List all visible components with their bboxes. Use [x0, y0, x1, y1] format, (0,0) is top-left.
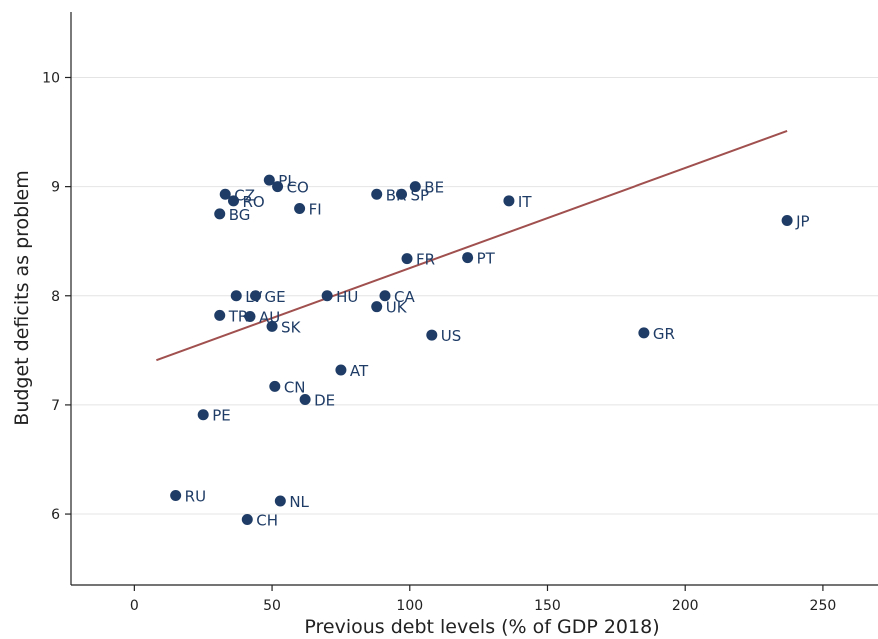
data-point-label: CH — [256, 512, 278, 530]
data-point-label: FI — [309, 200, 322, 218]
data-point-label: GR — [653, 325, 675, 343]
y-tick-label: 9 — [51, 180, 60, 196]
data-point-label: CO — [287, 179, 309, 197]
data-point — [219, 188, 231, 200]
data-point-label: AT — [350, 362, 369, 380]
data-point-label: IT — [518, 193, 532, 211]
data-point — [426, 329, 438, 341]
data-point-label: PE — [212, 407, 231, 425]
data-point-label: TR — [228, 307, 249, 325]
data-point — [396, 188, 408, 200]
data-point — [230, 290, 242, 302]
data-point — [409, 181, 421, 193]
data-point — [299, 393, 311, 405]
data-point-label: GE — [265, 288, 286, 306]
axes — [70, 12, 878, 586]
fit-line-group — [156, 130, 788, 362]
data-point — [241, 514, 253, 526]
data-point-label: BE — [424, 179, 444, 197]
data-point — [274, 495, 286, 507]
data-point-label: CA — [394, 288, 415, 306]
data-point-label: BG — [229, 206, 251, 224]
data-point-label: UK — [386, 299, 408, 317]
data-point — [228, 195, 240, 207]
data-point — [170, 490, 182, 502]
data-point — [214, 208, 226, 220]
y-tick-label: 8 — [51, 289, 60, 305]
data-point — [269, 380, 281, 392]
x-tick-label: 0 — [130, 598, 139, 614]
data-point — [503, 195, 515, 207]
data-point — [638, 327, 650, 339]
y-axis-title: Budget deficits as problem — [11, 170, 33, 425]
x-tick-label: 50 — [263, 598, 281, 614]
data-point-label: FR — [416, 251, 435, 269]
data-point — [371, 301, 383, 313]
data-point — [371, 188, 383, 200]
data-point-label: JP — [795, 212, 809, 230]
x-axis-title: Previous debt levels (% of GDP 2018) — [304, 616, 659, 638]
data-point-label: DE — [314, 391, 335, 409]
data-point-label: CZ — [234, 186, 255, 204]
data-point — [379, 290, 391, 302]
data-point — [250, 290, 262, 302]
data-point — [197, 409, 209, 421]
data-point-label: PT — [477, 250, 496, 268]
y-tick-label: 10 — [42, 70, 60, 86]
data-point-label: HU — [336, 288, 358, 306]
data-point-label: SK — [281, 318, 302, 336]
data-point — [335, 364, 347, 376]
data-point-label: NL — [289, 493, 309, 511]
x-tick-label: 150 — [534, 598, 561, 614]
data-points: PLCOCZROBGFIBRSPBEITJPFRPTLVGEHUCAUKTRAU… — [170, 172, 810, 530]
data-point-label: CN — [284, 378, 306, 396]
data-point — [263, 174, 275, 186]
data-point — [781, 214, 793, 226]
data-point — [266, 320, 278, 332]
data-point — [401, 253, 413, 265]
data-point-label: RO — [243, 193, 265, 211]
data-point — [321, 290, 333, 302]
y-tick-label: 6 — [51, 507, 60, 523]
data-point — [272, 181, 284, 193]
data-point — [462, 252, 474, 264]
x-tick-label: 200 — [672, 598, 699, 614]
data-point-label: US — [441, 327, 462, 345]
x-tick-label: 250 — [810, 598, 837, 614]
y-tick-label: 7 — [51, 398, 60, 414]
data-point — [294, 202, 306, 214]
fit-line — [156, 130, 788, 362]
data-point — [244, 311, 256, 323]
x-tick-label: 100 — [396, 598, 423, 614]
grid-lines — [71, 76, 878, 515]
data-point-label: RU — [185, 488, 206, 506]
data-point — [214, 309, 226, 321]
